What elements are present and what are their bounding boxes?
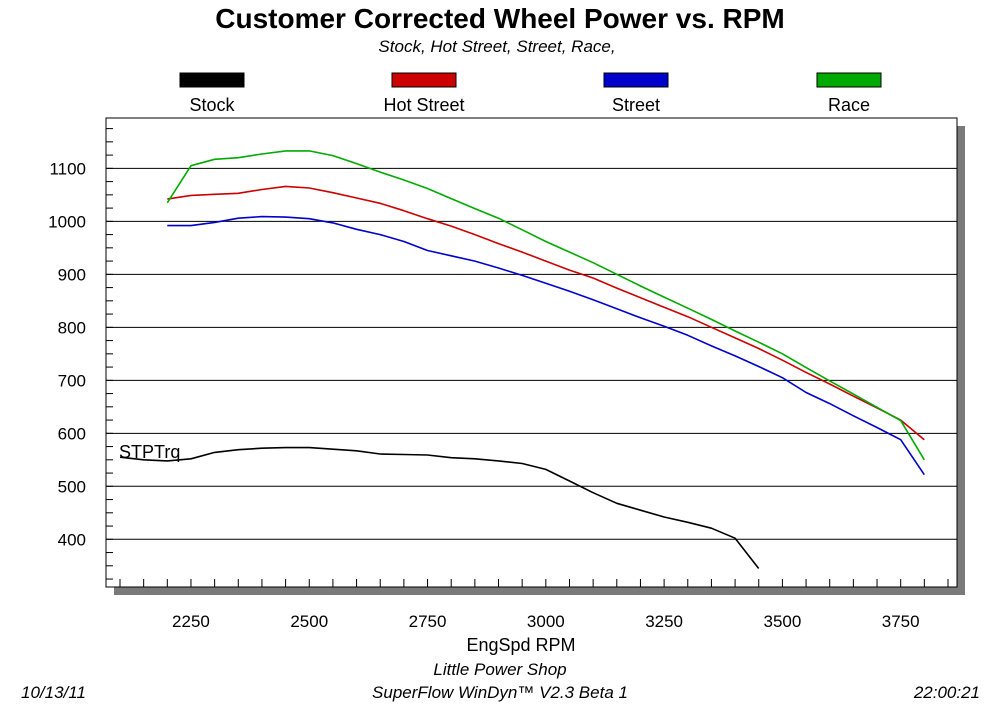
x-tick-label-3750: 3750 — [882, 612, 920, 631]
run-time: 22:00:21 — [913, 683, 980, 702]
legend-label-hot-street: Hot Street — [383, 95, 464, 115]
plot-area — [105, 117, 958, 588]
y-tick-label-600: 600 — [58, 424, 86, 443]
y-tick-label-900: 900 — [58, 265, 86, 284]
y-tick-label-500: 500 — [58, 477, 86, 496]
y-tick-label-1000: 1000 — [48, 212, 86, 231]
y-tick-label-1100: 1100 — [49, 159, 86, 178]
chart-subtitle: Stock, Hot Street, Street, Race, — [378, 37, 615, 56]
x-tick-label-2750: 2750 — [409, 612, 447, 631]
legend-swatch-race — [816, 72, 882, 88]
gridlines — [106, 167, 957, 540]
y-axis: 400 500 600 700 800 900 1000 1100 — [48, 159, 86, 549]
legend-swatch-hot-street — [391, 72, 457, 88]
software-version: SuperFlow WinDyn™ V2.3 Beta 1 — [372, 683, 628, 702]
minor-ticks — [106, 128, 949, 587]
series-line-street — [167, 215, 925, 476]
legend-swatch-stock — [179, 72, 245, 88]
legend-label-stock: Stock — [189, 95, 235, 115]
x-tick-label-2500: 2500 — [290, 612, 328, 631]
run-date: 10/13/11 — [21, 683, 86, 702]
series-line-stock — [119, 446, 760, 569]
shop-name: Little Power Shop — [433, 660, 566, 679]
stptrq-annotation: STPTrq — [119, 442, 180, 462]
legend-swatch-street — [603, 72, 669, 88]
series-line-hot-street — [167, 185, 925, 441]
y-tick-label-700: 700 — [58, 371, 86, 390]
x-tick-label-3000: 3000 — [527, 612, 565, 631]
series-lines — [119, 150, 925, 569]
x-axis: 2250 2500 2750 3000 3250 3500 3750 — [172, 612, 920, 631]
y-tick-label-400: 400 — [58, 530, 86, 549]
series-line-race — [166, 150, 925, 461]
x-tick-label-2250: 2250 — [172, 612, 210, 631]
x-tick-label-3500: 3500 — [763, 612, 801, 631]
y-tick-label-800: 800 — [58, 318, 86, 337]
x-tick-label-3250: 3250 — [645, 612, 683, 631]
legend-label-race: Race — [828, 95, 870, 115]
x-axis-title: EngSpd RPM — [466, 635, 575, 655]
legend-label-street: Street — [612, 95, 660, 115]
chart-title: Customer Corrected Wheel Power vs. RPM — [215, 3, 784, 34]
legend: Stock Hot Street Street Race — [179, 72, 882, 115]
